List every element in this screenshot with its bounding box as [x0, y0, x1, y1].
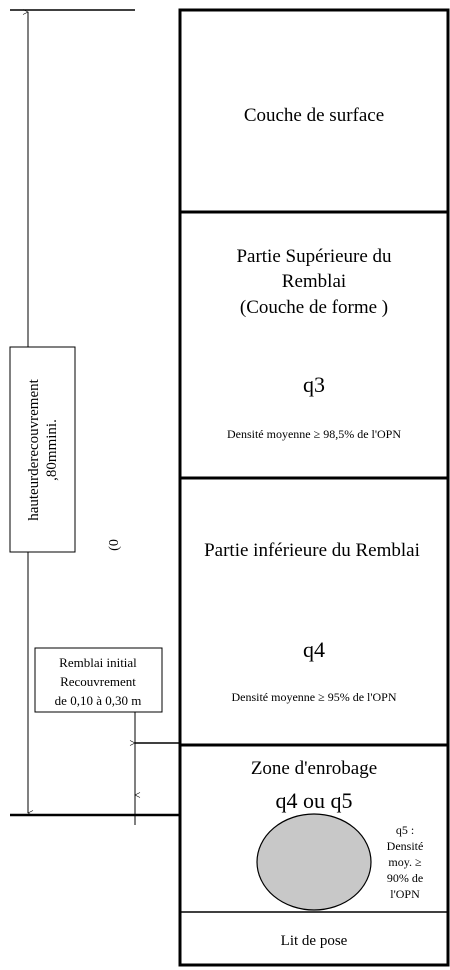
layer-class: q3 [303, 372, 325, 397]
layer-density: Densité moyenne ≥ 98,5% de l'OPN [227, 427, 401, 441]
dimension-box [9, 346, 76, 553]
layer-note: q5 : [396, 823, 414, 837]
dimension-label: ,80mmini. [44, 419, 60, 481]
layer-title: Partie Supérieure du [236, 246, 392, 267]
pipe [256, 813, 372, 911]
initial-fill-label: Recouvrement [60, 674, 136, 689]
side-note: (0 [107, 539, 122, 551]
initial-fill-box [34, 647, 163, 713]
initial-fill-label: Remblai initial [59, 655, 137, 670]
layer-class: q4 [303, 637, 325, 662]
initial-fill-label: de 0,10 à 0,30 m [55, 693, 142, 708]
layer-title: Couche de surface [244, 105, 384, 126]
layer-density: Densité moyenne ≥ 95% de l'OPN [231, 690, 396, 704]
layer-title: (Couche de forme ) [240, 297, 388, 318]
layer-title: Zone d'enrobage [251, 758, 377, 779]
dimension-label: hauteurderecouvrement [26, 378, 42, 520]
layer-class: q4 ou q5 [276, 788, 353, 813]
layer-note: moy. ≥ [388, 855, 422, 869]
layer-note: 90% de [387, 871, 423, 885]
column [178, 8, 450, 967]
layer-note: Densité [387, 839, 424, 853]
layer-note: l'OPN [390, 887, 420, 901]
layer-title: Lit de pose [281, 933, 348, 949]
layer-title: Remblai [282, 271, 346, 292]
layer-title: Partie inférieure du Remblai [204, 540, 420, 561]
